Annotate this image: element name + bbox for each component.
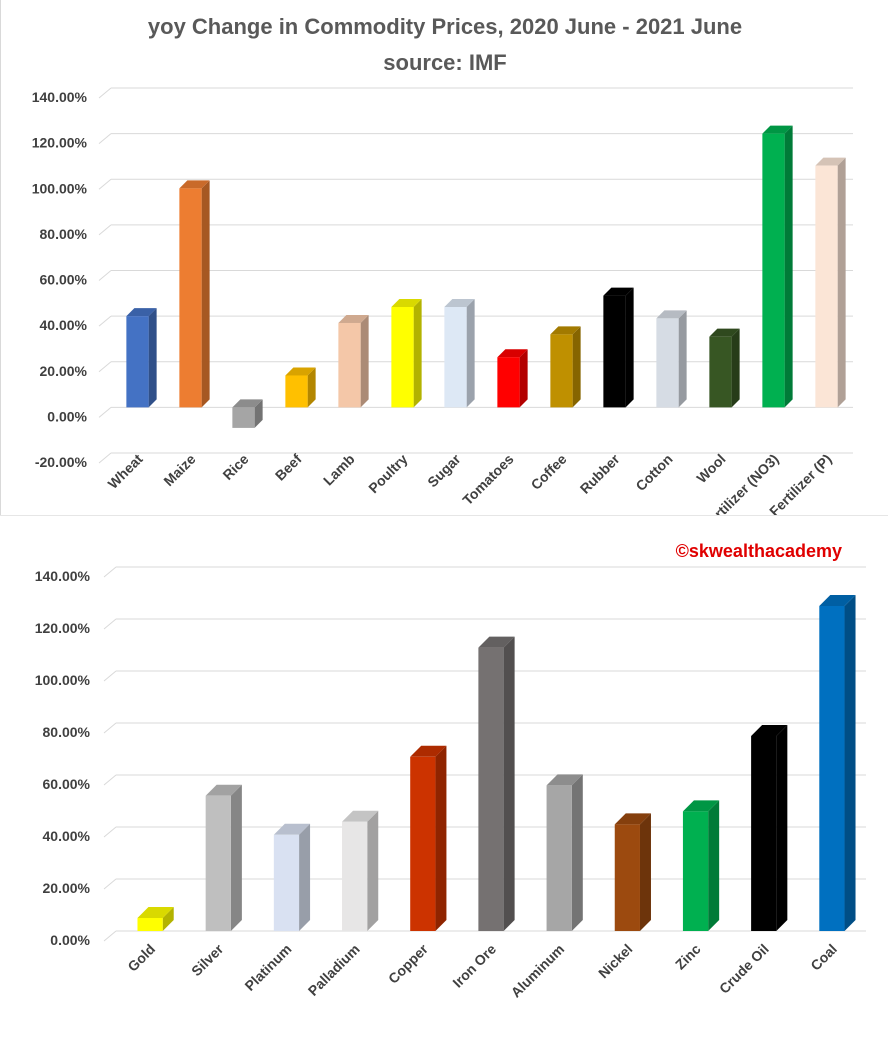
bar-crude-oil <box>751 725 788 931</box>
y-tick-label: 100.00% <box>35 672 91 688</box>
x-category-label: Silver <box>188 940 227 979</box>
top-bar-chart: -20.00% 0.00% 20.00% 40.00% 60.00% 80.00% 100.… <box>32 87 853 533</box>
gridline-depth <box>98 178 112 190</box>
x-category-label: Lamb <box>320 451 358 489</box>
bar-zinc <box>682 800 720 931</box>
gridline-depth <box>98 87 112 99</box>
y-tick-label: 20.00% <box>43 880 91 896</box>
chart-subtitle: source: IMF <box>383 50 507 75</box>
bar-gold <box>137 907 174 931</box>
y-tick-label: 0.00% <box>50 932 90 948</box>
x-category-label: Crude Oil <box>716 941 772 997</box>
y-tick-label: 100.00% <box>32 180 88 196</box>
gridline-depth <box>98 361 112 373</box>
bar-lamb <box>338 314 369 408</box>
watermark: ©skwealthacademy <box>675 541 842 561</box>
x-category-label: Wool <box>693 451 728 486</box>
y-tick-label: 140.00% <box>35 568 91 584</box>
x-category-label: Sugar <box>424 450 464 490</box>
bar-sugar <box>444 299 475 408</box>
x-category-label: Coffee <box>528 451 570 493</box>
x-category-label: Platinum <box>241 941 294 994</box>
bar-fertilizer-p- <box>815 157 846 408</box>
y-tick-label: 80.00% <box>43 724 91 740</box>
gridline-depth <box>98 224 112 236</box>
bar-aluminum <box>546 774 583 931</box>
gridline-depth <box>98 133 112 145</box>
gridline-depth <box>103 930 117 942</box>
bar-platinum <box>273 823 311 931</box>
x-category-label: Iron Ore <box>449 941 499 991</box>
top-chart-panel: yoy Change in Commodity Prices, 2020 Jun… <box>0 0 853 534</box>
y-tick-label: 120.00% <box>35 620 91 636</box>
y-tick-label: 60.00% <box>40 272 88 288</box>
y-tick-label: 40.00% <box>40 317 88 333</box>
gridline-depth <box>103 566 117 578</box>
y-tick-label: -20.00% <box>35 454 88 470</box>
y-tick-label: 40.00% <box>43 828 91 844</box>
bar-coal <box>819 595 856 931</box>
bar-nickel <box>614 813 651 931</box>
gridline-depth <box>103 878 117 890</box>
bar-fertilizer-no3- <box>762 125 793 408</box>
x-category-label: Poultry <box>365 451 411 497</box>
x-category-label: Zinc <box>672 941 704 973</box>
x-category-label: Beef <box>272 451 305 484</box>
bar-cotton <box>656 310 687 408</box>
y-tick-label: 140.00% <box>32 89 88 105</box>
x-category-label: Tomatoes <box>459 451 516 508</box>
x-category-label: Cotton <box>632 451 675 494</box>
bar-tomatoes <box>497 349 528 408</box>
bar-poultry <box>391 299 422 408</box>
y-tick-label: 80.00% <box>40 226 88 242</box>
gridline-depth <box>103 774 117 786</box>
y-tick-label: 20.00% <box>40 363 88 379</box>
x-category-label: Rubber <box>577 450 623 496</box>
x-category-label: Coal <box>807 941 840 974</box>
x-category-label: Copper <box>385 940 431 986</box>
x-category-label: Nickel <box>595 941 635 981</box>
bar-coffee <box>550 326 581 408</box>
bar-wool <box>709 328 740 408</box>
chart-title: yoy Change in Commodity Prices, 2020 Jun… <box>147 14 743 39</box>
bottom-chart-panel: 0.00% 20.00% 40.00% 60.00% 80.00% 100.00% 120.… <box>0 540 888 1039</box>
x-category-label: Rice <box>219 451 251 483</box>
bar-beef <box>285 367 316 408</box>
x-category-label: Gold <box>124 941 158 975</box>
gridline-depth <box>98 406 112 418</box>
bar-silver <box>205 784 242 931</box>
x-category-label: Aluminum <box>508 941 568 1001</box>
gridline-depth <box>98 270 112 281</box>
gridline-depth <box>103 826 117 838</box>
gridline-depth <box>103 722 117 734</box>
y-tick-label: 60.00% <box>43 776 91 792</box>
bar-rubber <box>603 287 634 408</box>
y-tick-label: 120.00% <box>32 135 88 151</box>
x-category-label: Maize <box>160 451 198 489</box>
gridline-depth <box>103 618 117 630</box>
bar-palladium <box>342 810 379 931</box>
bar-maize <box>179 180 210 408</box>
bottom-bar-chart: 0.00% 20.00% 40.00% 60.00% 80.00% 100.00% 120.… <box>35 566 866 1001</box>
bar-iron-ore <box>478 636 515 931</box>
bar-wheat <box>126 308 157 408</box>
panel-divider <box>0 515 888 544</box>
bar-rice <box>232 399 263 428</box>
y-tick-label: 0.00% <box>47 408 87 424</box>
gridline-depth <box>98 315 112 327</box>
bar-copper <box>410 745 447 931</box>
x-category-label: Wheat <box>105 451 146 492</box>
gridline-depth <box>103 670 117 682</box>
x-category-label: Palladium <box>305 941 363 999</box>
gridline-depth <box>98 452 112 464</box>
